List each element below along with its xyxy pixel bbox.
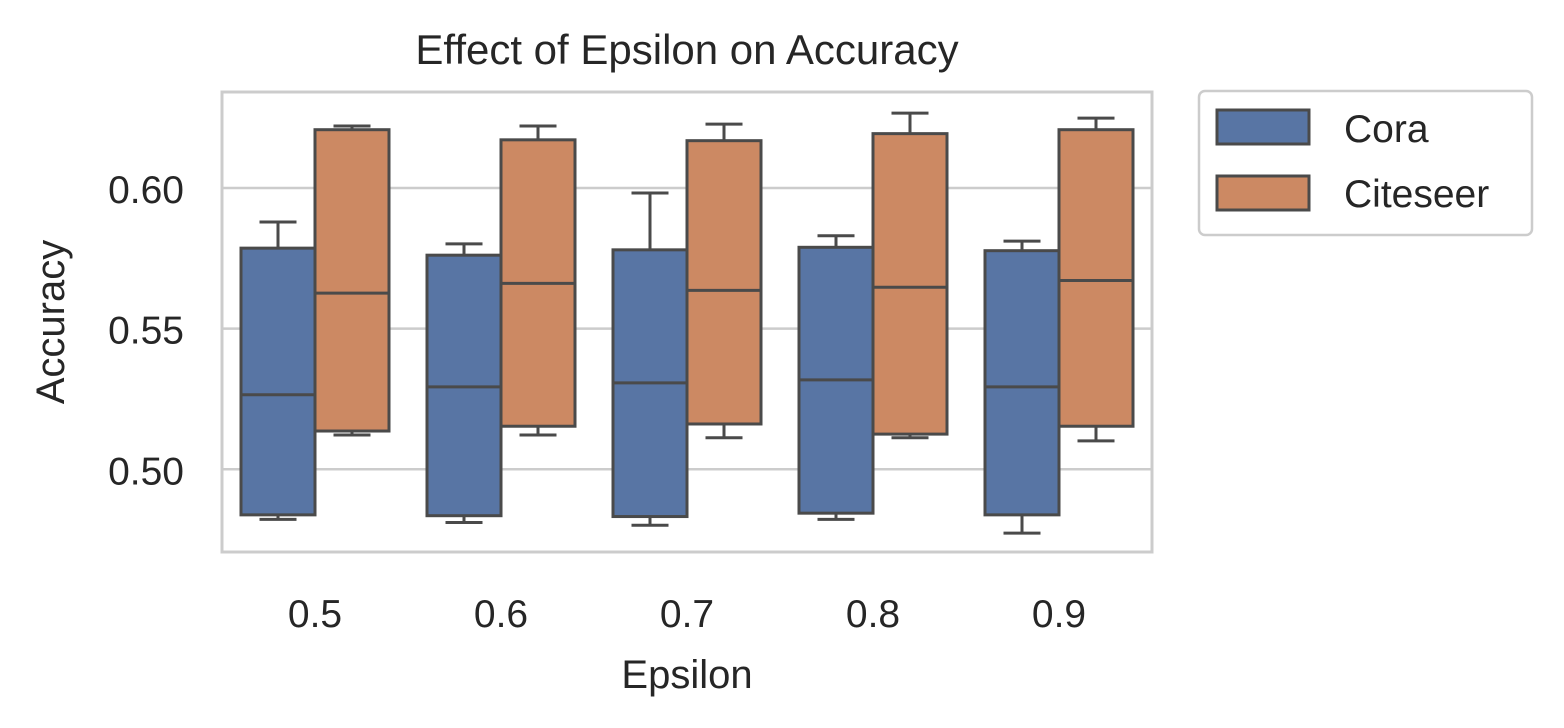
box-cora-0.7 xyxy=(611,191,689,527)
box-body xyxy=(1057,128,1135,428)
legend-label-citeseer: Citeseer xyxy=(1344,173,1489,216)
box-body xyxy=(983,249,1061,517)
plot-frame xyxy=(220,90,1154,554)
legend-label-cora: Cora xyxy=(1344,108,1429,151)
box-cora-0.8 xyxy=(797,234,875,521)
y-tick-label: 0.55 xyxy=(108,310,184,353)
box-body xyxy=(685,139,763,426)
box-citeseer-0.5 xyxy=(313,124,391,437)
x-tick-labels: 0.5 0.6 0.7 0.8 0.9 xyxy=(288,593,1086,636)
y-tick-label: 0.60 xyxy=(108,169,184,212)
y-tick-label: 0.50 xyxy=(108,450,184,493)
box-body xyxy=(871,132,949,436)
box-cora-0.9 xyxy=(983,239,1061,535)
x-tick-label: 0.7 xyxy=(660,593,714,636)
x-tick-label: 0.8 xyxy=(846,593,900,636)
x-tick-label: 0.9 xyxy=(1032,593,1086,636)
box-citeseer-0.8 xyxy=(871,111,949,440)
box-citeseer-0.9 xyxy=(1057,116,1135,443)
x-axis-label: Epsilon xyxy=(621,653,752,697)
y-axis-label: Accuracy xyxy=(29,240,73,405)
x-tick-label: 0.5 xyxy=(288,593,342,636)
y-tick-labels: 0.50 0.55 0.60 xyxy=(108,169,184,493)
x-tick-label: 0.6 xyxy=(474,593,528,636)
box-body xyxy=(313,128,391,433)
box-body xyxy=(239,246,317,517)
legend-swatch-cora xyxy=(1215,108,1311,146)
box-citeseer-0.7 xyxy=(685,122,763,440)
box-cora-0.6 xyxy=(425,242,503,524)
legend: Cora Citeseer xyxy=(1197,89,1534,237)
box-citeseer-0.6 xyxy=(499,124,577,437)
boxplots xyxy=(239,111,1135,535)
legend-swatch-citeseer xyxy=(1215,174,1311,212)
chart-title: Effect of Epsilon on Accuracy xyxy=(415,26,958,73)
box-cora-0.5 xyxy=(239,220,317,521)
